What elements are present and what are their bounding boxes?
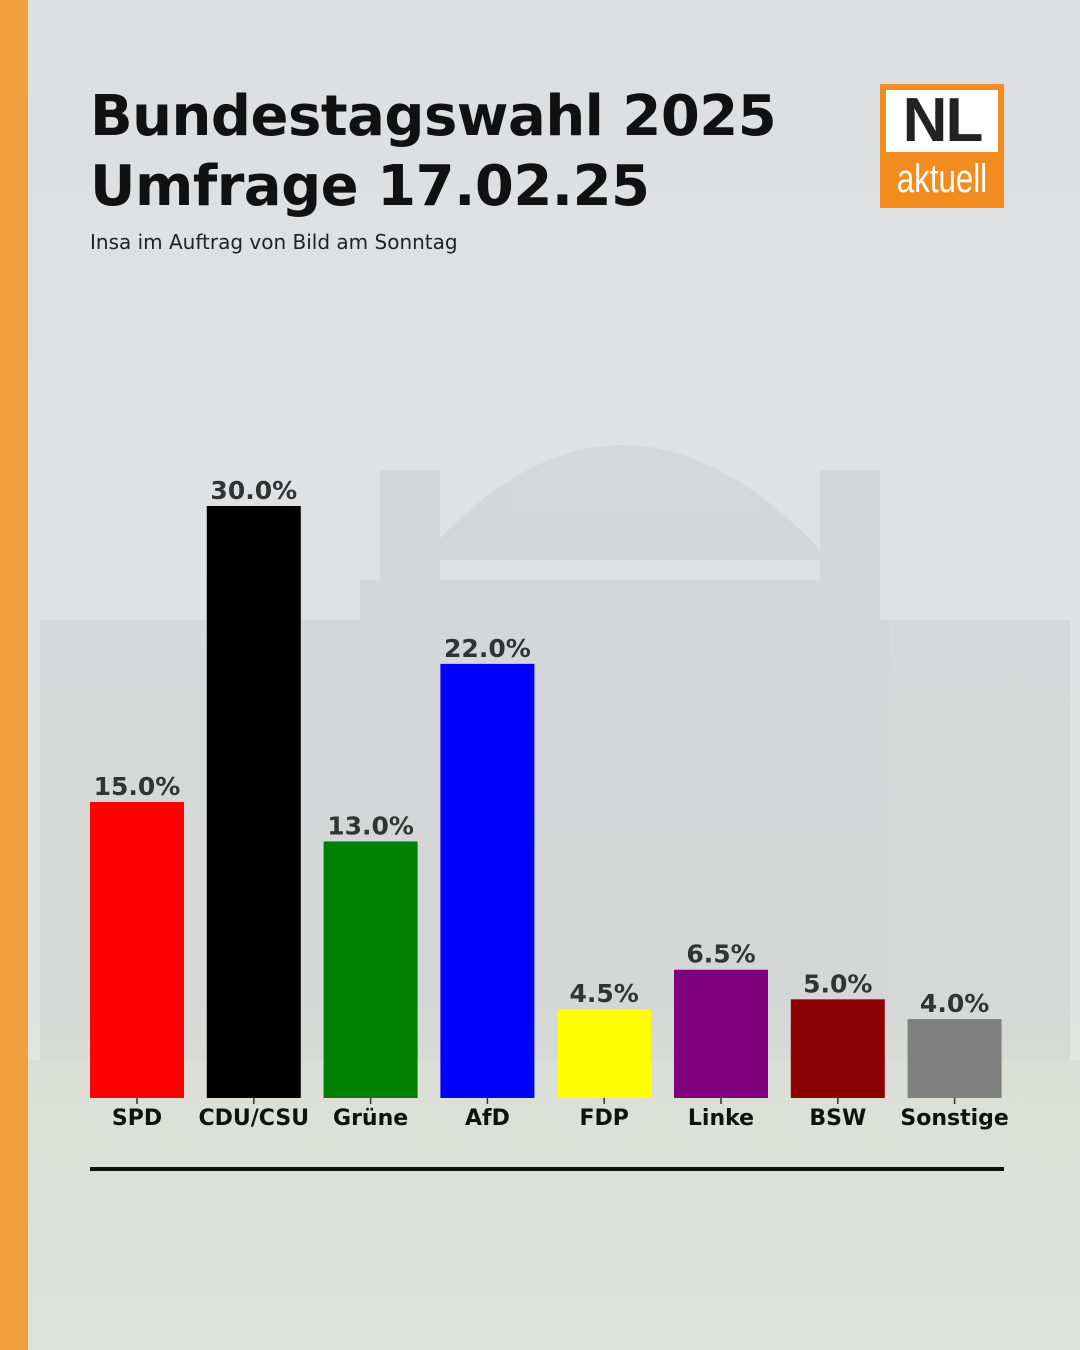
bar-value-label: 13.0% [327,811,414,840]
x-tick-label: BSW [809,1106,866,1131]
bar-7 [907,1019,1002,1098]
bar-6 [790,999,885,1098]
nl-aktuell-logo: NL aktuell [880,84,1004,208]
logo-top-text: NL [886,90,998,152]
x-tick-label: Grüne [333,1106,408,1131]
x-tick-label: Sonstige [900,1106,1008,1131]
x-tick-label: Linke [688,1106,754,1131]
bar-4 [557,1009,652,1098]
divider-line [90,1167,1004,1171]
accent-bar [0,0,28,1350]
subtitle: Insa im Auftrag von Bild am Sonntag [90,230,458,254]
logo-bottom-text: aktuell [896,157,988,201]
bar-value-label: 6.5% [686,940,755,969]
bar-value-label: 30.0% [210,476,297,505]
bar-0 [90,802,184,1098]
bar-value-label: 15.0% [94,772,181,801]
bar-2 [323,841,418,1098]
x-tick-label: CDU/CSU [199,1106,310,1131]
bar-value-label: 4.5% [570,979,639,1008]
title-line-1: Bundestagswahl 2025 [90,84,777,149]
bar-3 [440,663,535,1098]
x-tick-label: FDP [579,1106,628,1131]
bar-5 [674,969,768,1098]
x-tick-label: SPD [112,1106,162,1131]
bar-value-label: 22.0% [444,634,531,663]
x-tick-label: AfD [465,1106,510,1131]
page-title: Bundestagswahl 2025 Umfrage 17.02.25 [90,82,777,222]
title-line-2: Umfrage 17.02.25 [90,154,650,219]
bar-1 [206,506,301,1098]
bar-value-label: 4.0% [920,989,989,1018]
bar-value-label: 5.0% [803,969,872,998]
